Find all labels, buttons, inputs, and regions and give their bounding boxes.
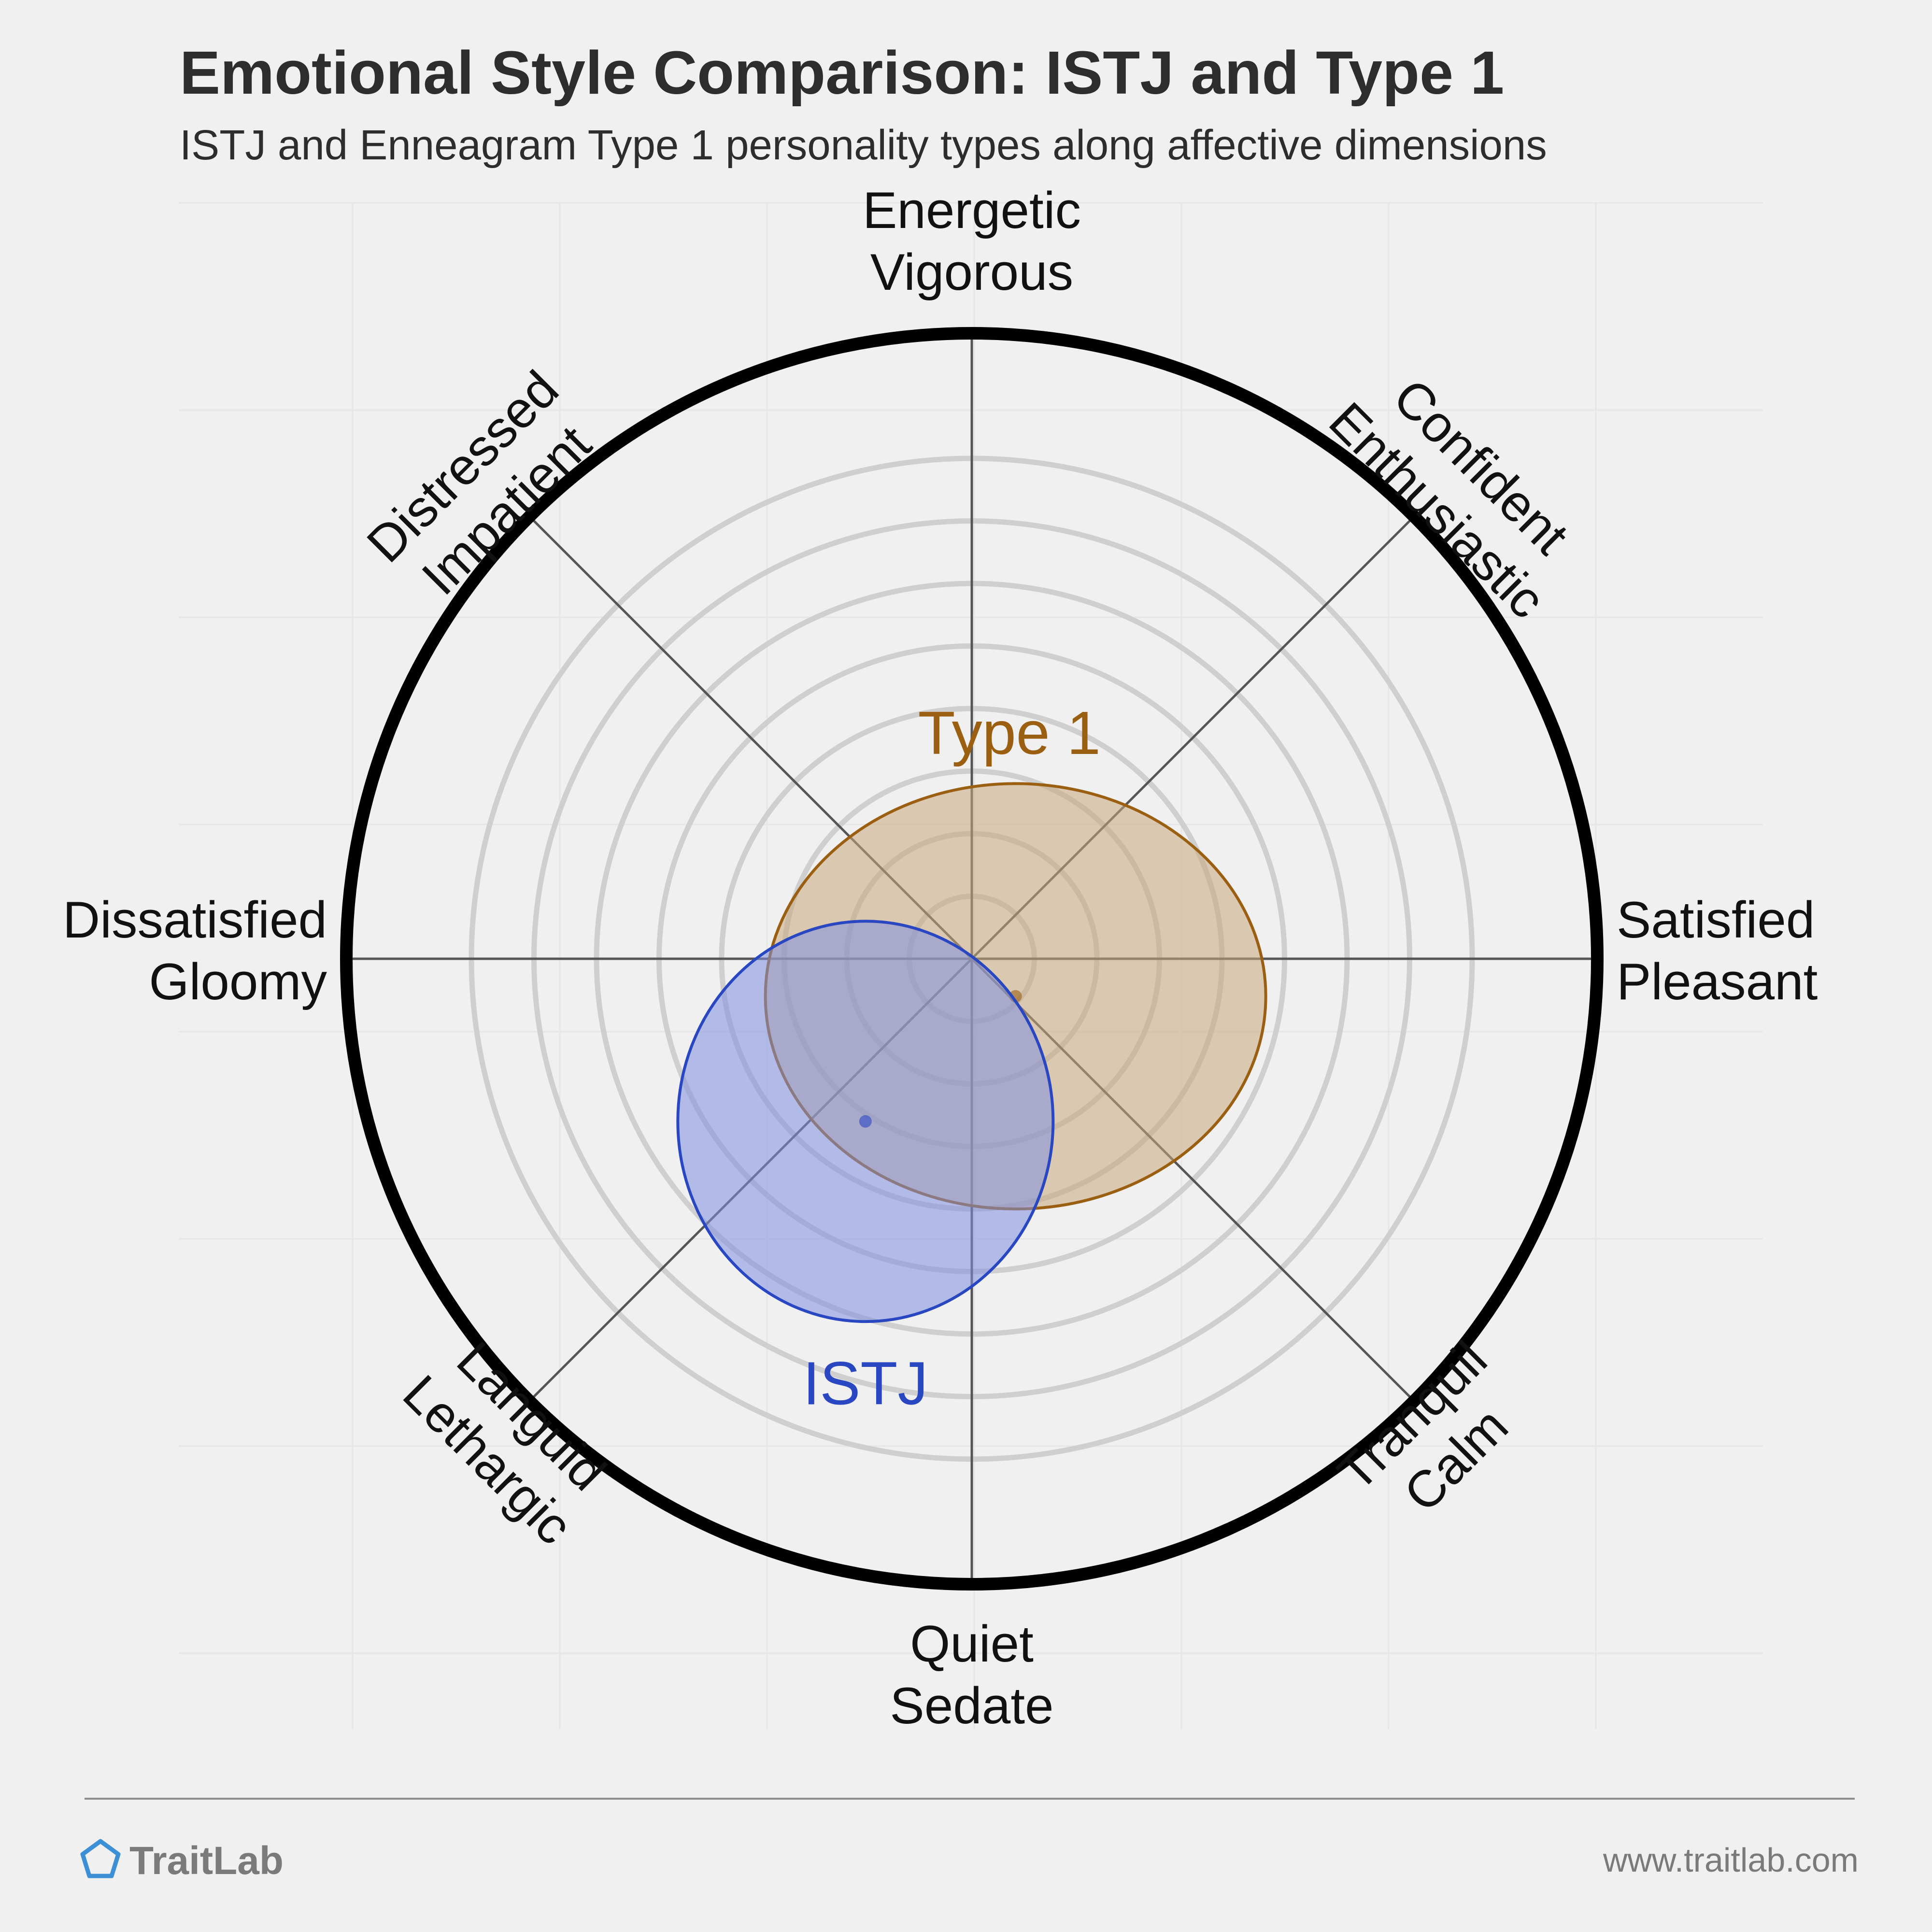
chart-subtitle: ISTJ and Enneagram Type 1 personality ty… — [180, 122, 1547, 169]
series-center-point-istj — [859, 1115, 872, 1128]
outer-boundary-ring — [340, 327, 1604, 1591]
chart-title: Emotional Style Comparison: ISTJ and Typ… — [180, 39, 1504, 107]
axis-label-line: Energetic — [863, 181, 1081, 239]
series-label-istj: ISTJ — [803, 1350, 928, 1418]
outer-ring — [340, 327, 1604, 1591]
axis-label-line: Vigorous — [870, 243, 1073, 301]
footer-url[interactable]: www.traitlab.com — [1603, 1841, 1859, 1879]
traitlab-logo-icon — [80, 1839, 121, 1878]
axis-label-line: Pleasant — [1617, 952, 1818, 1010]
axis-label-line: Quiet — [910, 1615, 1034, 1673]
series-ellipses — [676, 782, 1267, 1323]
axis-label-line: Dissatisfied — [63, 891, 327, 949]
axis-label-line: Gloomy — [149, 952, 327, 1010]
series-label-type-1: Type 1 — [918, 699, 1101, 767]
footer-url-link[interactable]: www.traitlab.com — [1603, 1841, 1859, 1879]
footer-brand: TraitLab — [129, 1839, 284, 1883]
axis-label-line: Satisfied — [1617, 891, 1815, 949]
series-labels: Type 1 ISTJ — [803, 699, 1100, 1418]
axis-label-line: Sedate — [890, 1676, 1053, 1734]
